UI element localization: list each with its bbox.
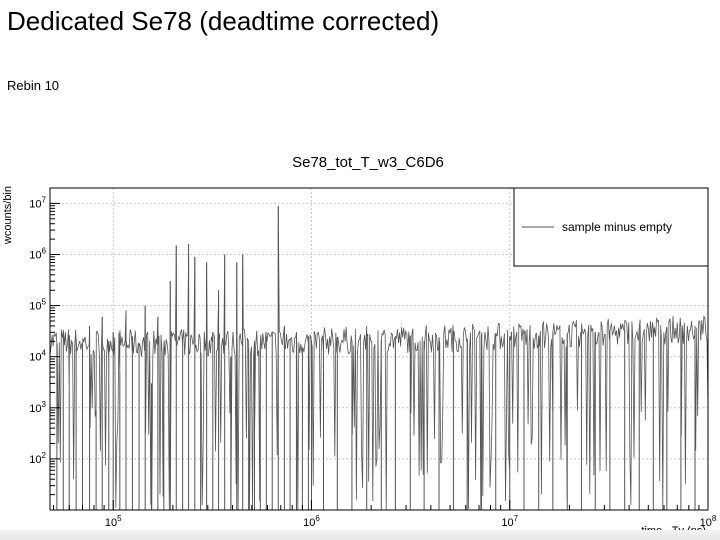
y-axis-label: wcounts/bin <box>2 186 14 245</box>
x-tick-label: 105 <box>105 514 122 529</box>
y-tick-label: 105 <box>29 298 46 313</box>
y-tick-label: 107 <box>29 195 46 210</box>
x-tick-label: 107 <box>501 514 518 529</box>
legend: sample minus empty <box>513 187 709 267</box>
axes: 105 106 107 108 102 103 104 105 106 107 <box>29 195 717 529</box>
y-tick-label: 104 <box>29 349 46 364</box>
x-tick-label: 106 <box>303 514 320 529</box>
plot-frame <box>49 187 709 511</box>
y-tick-label: 102 <box>29 451 46 466</box>
y-tick-label: 106 <box>29 246 46 261</box>
chart-title: Se78_tot_T_w3_C6D6 <box>292 154 444 171</box>
legend-label: sample minus empty <box>562 220 672 234</box>
y-tick-label: 103 <box>29 400 46 415</box>
histogram-series <box>49 205 709 511</box>
slide-bottom-band <box>0 530 720 540</box>
x-tick-label: 108 <box>700 514 717 529</box>
rebin-note: Rebin 10 <box>7 78 60 93</box>
slide-title: Dedicated Se78 (deadtime corrected) <box>7 6 440 36</box>
